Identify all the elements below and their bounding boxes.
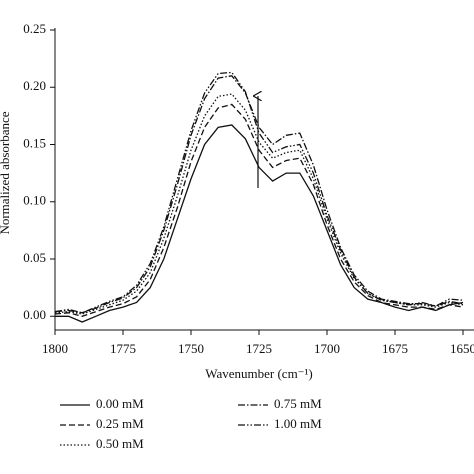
x-tick-label: 1700 (314, 341, 340, 356)
series-line (54, 71, 464, 314)
y-tick-label: 0.15 (23, 135, 46, 150)
x-tick-label: 1800 (42, 341, 68, 356)
series-line (54, 103, 464, 317)
legend-label: 0.75 mM (274, 396, 322, 411)
y-tick-label: 0.10 (23, 193, 46, 208)
x-tick-label: 1675 (382, 341, 408, 356)
legend-label: 0.25 mM (96, 416, 144, 431)
y-tick-label: 0.00 (23, 307, 46, 322)
y-axis-label: Normalized absorbance (0, 111, 12, 234)
y-tick-label: 0.25 (23, 21, 46, 36)
x-tick-label: 1750 (178, 341, 204, 356)
x-tick-label: 1725 (246, 341, 272, 356)
legend-label: 0.50 mM (96, 436, 144, 451)
x-tick-label: 1650 (450, 341, 474, 356)
legend-label: 0.00 mM (96, 396, 144, 411)
x-tick-label: 1775 (110, 341, 136, 356)
x-axis-label: Wavenumber (cm⁻¹) (205, 366, 313, 381)
series-line (55, 124, 464, 323)
series-line (54, 75, 464, 314)
legend-label: 1.00 mM (274, 416, 322, 431)
y-tick-label: 0.05 (23, 250, 46, 265)
series-line (54, 93, 464, 315)
y-tick-label: 0.20 (23, 78, 46, 93)
